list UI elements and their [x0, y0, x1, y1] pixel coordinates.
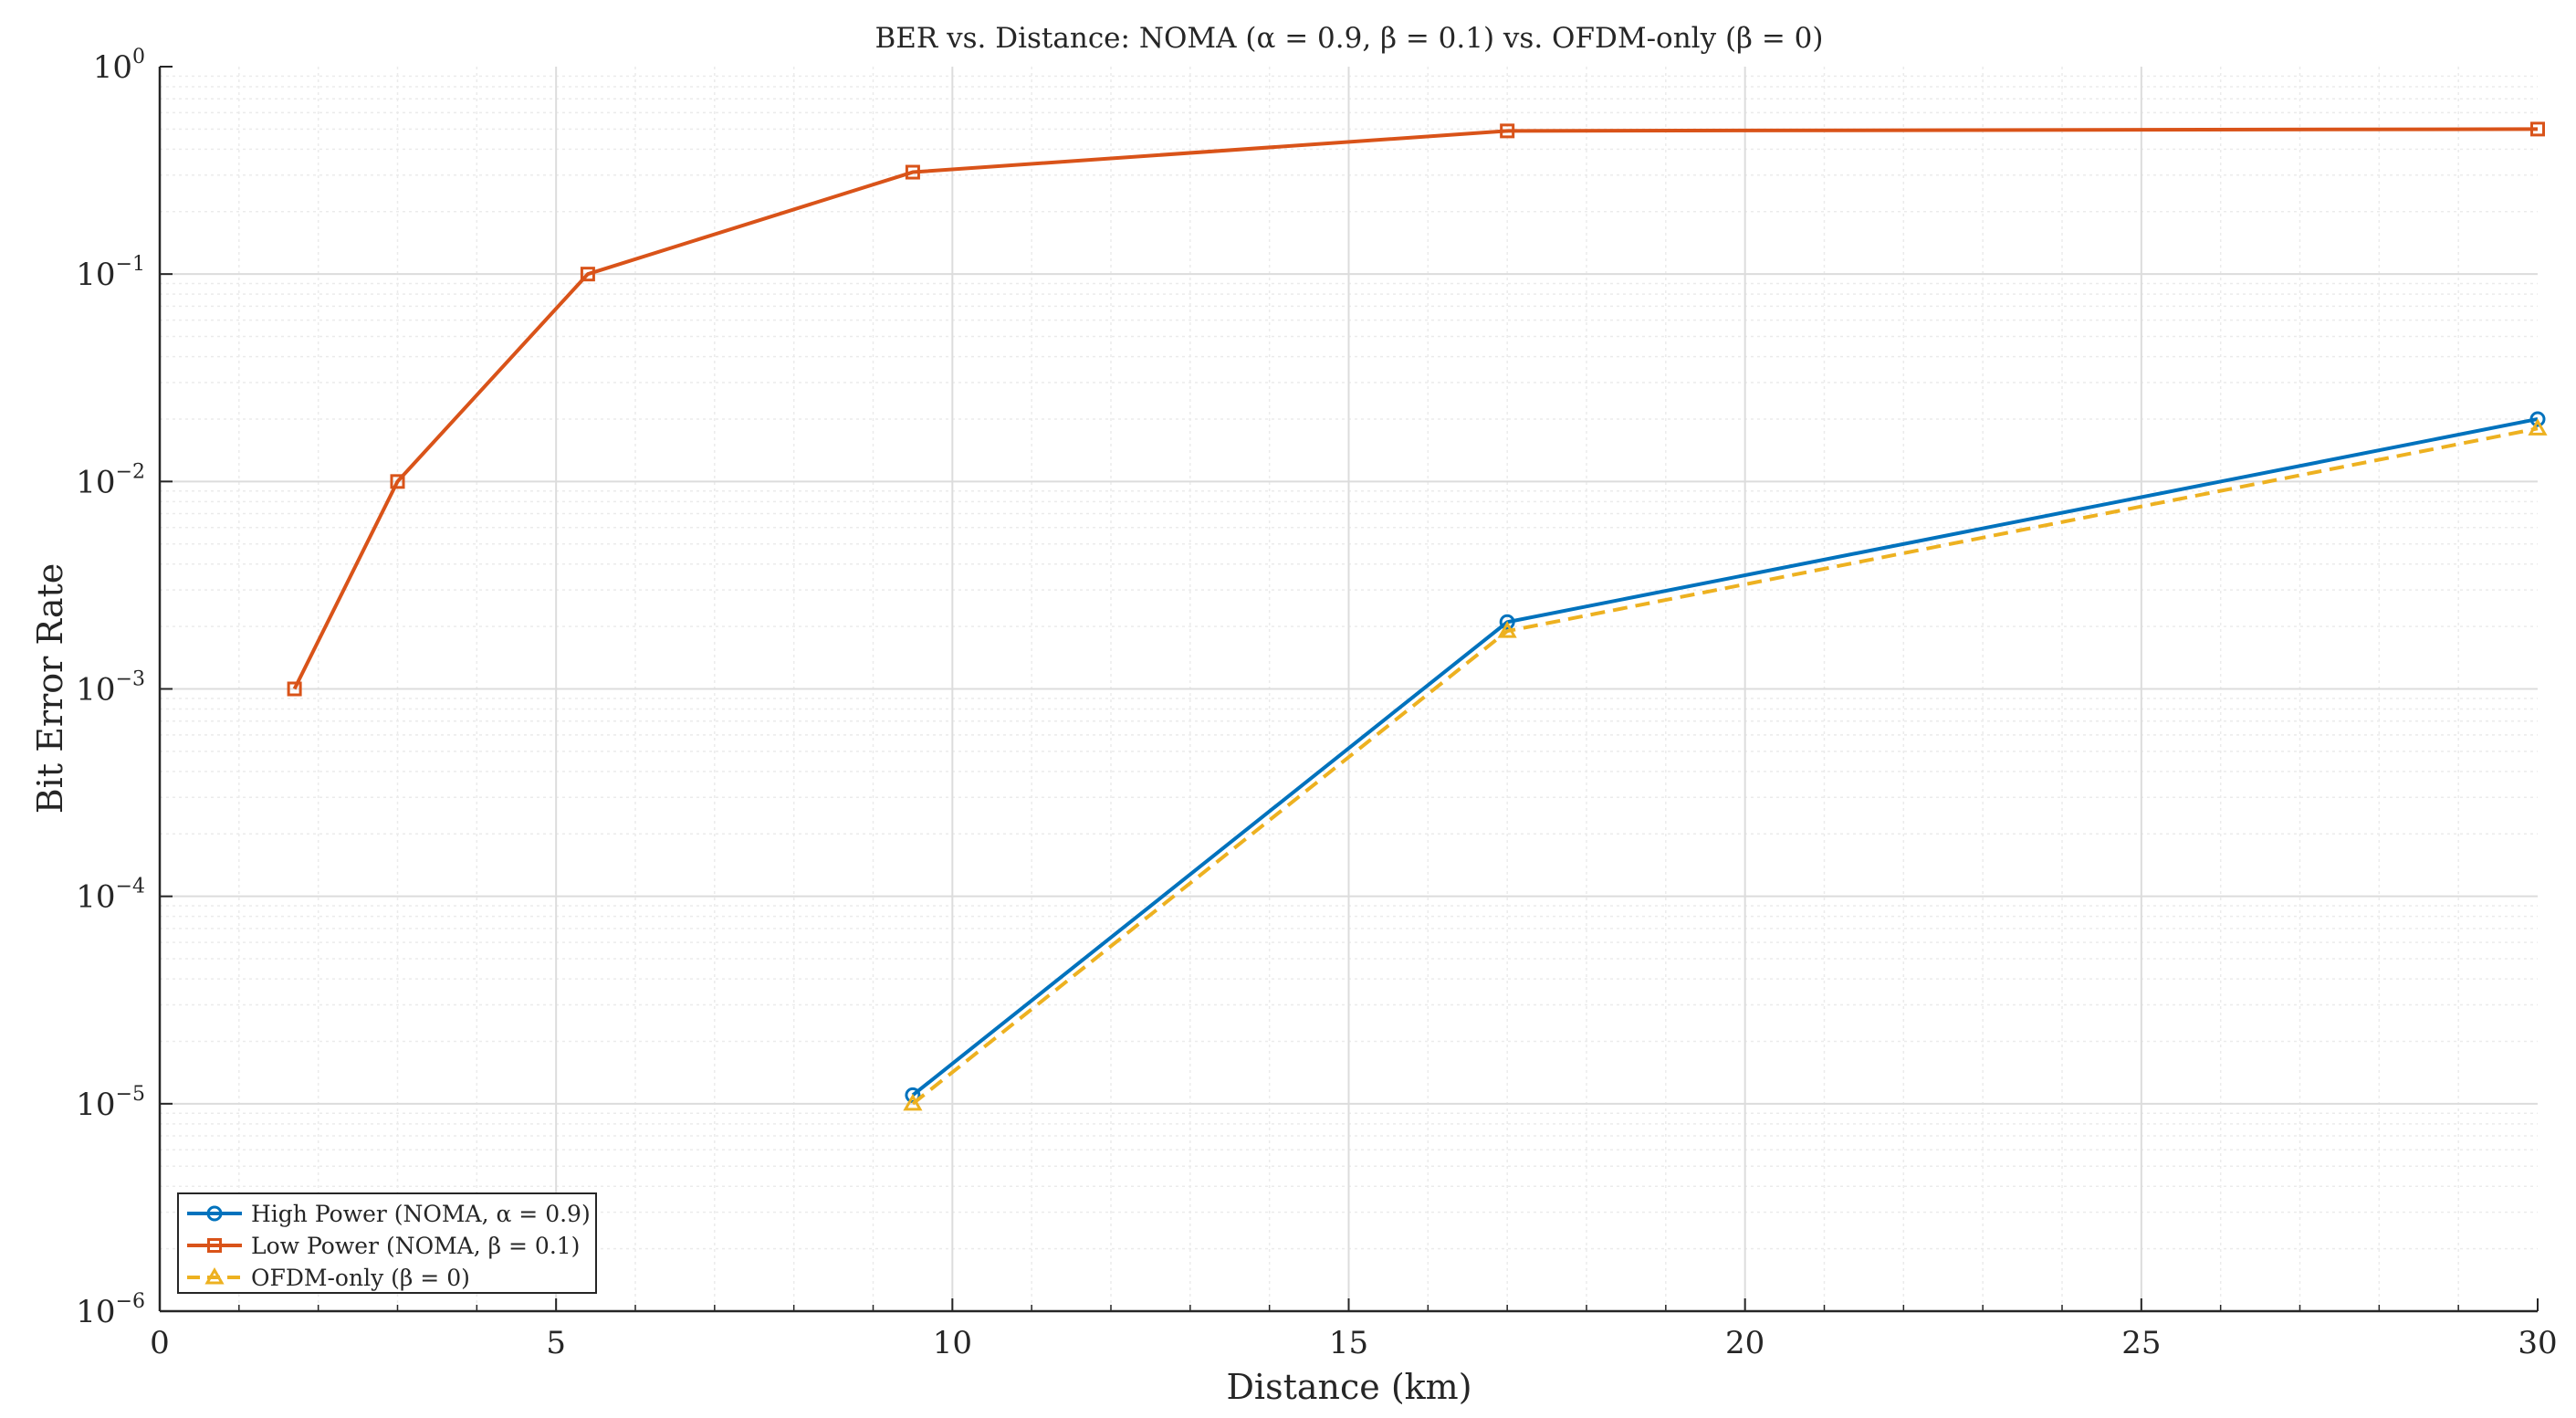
data-point-triangle — [1497, 621, 1517, 638]
y-tick-exponent: −2 — [116, 460, 145, 483]
x-tick-label: 30 — [2518, 1325, 2557, 1361]
data-point-square — [207, 1238, 222, 1253]
data-point-circle — [1499, 614, 1515, 630]
series-square — [287, 121, 2545, 697]
x-tick-label: 5 — [546, 1325, 566, 1361]
x-tick-label: 10 — [933, 1325, 972, 1361]
data-point-square — [287, 681, 302, 697]
legend-label: OFDM-only (β = 0) — [251, 1265, 470, 1291]
legend-box — [177, 1192, 597, 1294]
x-tick-label: 25 — [2121, 1325, 2161, 1361]
data-point-circle — [206, 1205, 223, 1222]
series-triangle — [903, 418, 2548, 1111]
y-tick-exponent: 0 — [132, 46, 145, 68]
y-tick-label: 10−4 — [76, 876, 145, 916]
data-point-square — [580, 267, 595, 282]
data-point-triangle — [903, 1093, 923, 1111]
data-point-square — [390, 474, 405, 489]
data-point-circle — [2529, 411, 2546, 427]
y-tick-label: 10−1 — [76, 253, 145, 293]
data-point-square — [2530, 121, 2545, 137]
x-tick-label: 20 — [1725, 1325, 1764, 1361]
major-grid — [160, 67, 2538, 1311]
legend-label: Low Power (NOMA, β = 0.1) — [251, 1233, 580, 1259]
axes — [158, 66, 2539, 1313]
legend-entry: High Power (NOMA, α = 0.9) — [187, 1201, 591, 1227]
x-tick-label: 15 — [1329, 1325, 1368, 1361]
data-point-triangle — [204, 1266, 225, 1285]
y-tick-exponent: −1 — [116, 253, 145, 276]
series-line — [911, 426, 2539, 1106]
series-layer — [287, 121, 2548, 1111]
data-point-square — [1500, 123, 1515, 139]
chart-title: BER vs. Distance: NOMA (α = 0.9, β = 0.1… — [875, 22, 1824, 55]
y-axis-label: Bit Error Rate — [30, 563, 70, 814]
legend-label: High Power (NOMA, α = 0.9) — [251, 1201, 591, 1227]
legend-entry: Low Power (NOMA, β = 0.1) — [187, 1233, 580, 1259]
y-tick-exponent: −5 — [116, 1083, 145, 1106]
x-axis-label: Distance (km) — [1226, 1367, 1471, 1407]
series-line — [292, 127, 2539, 690]
legend: High Power (NOMA, α = 0.9) Low Power (NOM… — [177, 1192, 597, 1294]
y-tick-exponent: −6 — [116, 1290, 145, 1313]
y-tick-exponent: −3 — [116, 668, 145, 691]
data-point-square — [905, 164, 920, 180]
legend-entry: OFDM-only (β = 0) — [187, 1265, 470, 1291]
x-tick-label: 0 — [150, 1325, 170, 1361]
y-tick-exponent: −4 — [116, 876, 145, 898]
data-point-triangle — [2528, 418, 2548, 436]
